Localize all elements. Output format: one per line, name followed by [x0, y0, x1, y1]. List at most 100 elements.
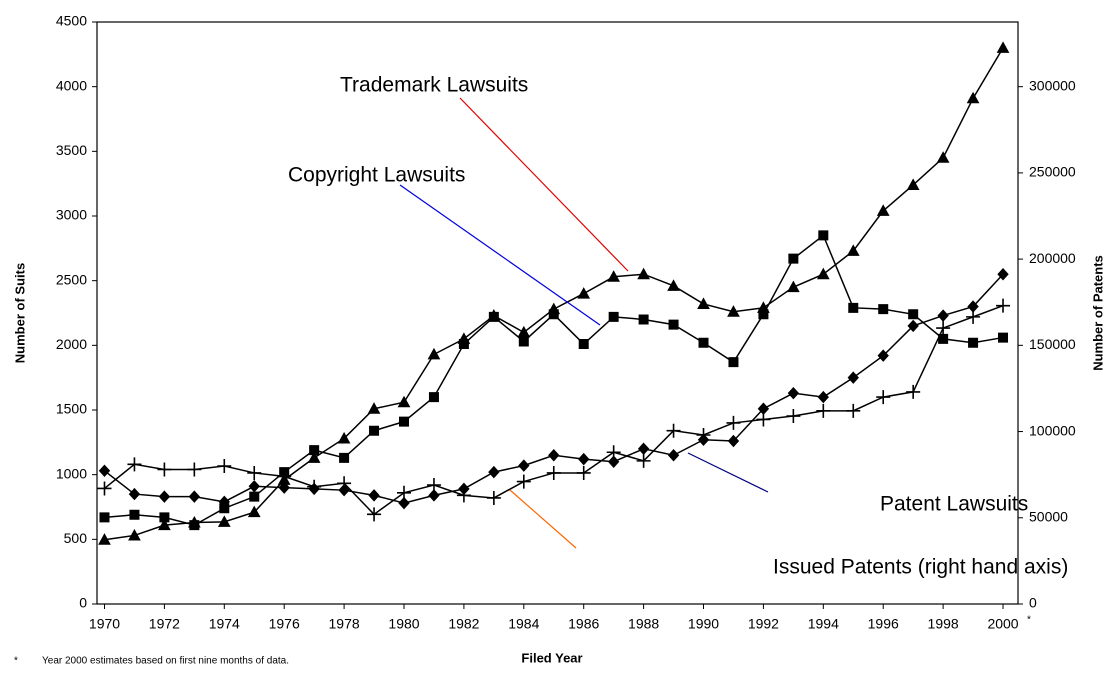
data-point	[577, 287, 591, 299]
data-point	[607, 455, 620, 468]
y2-tick-label: 0	[1029, 595, 1037, 611]
series-line	[104, 304, 1004, 516]
data-point	[367, 507, 382, 522]
series-line	[104, 234, 1004, 526]
data-point	[818, 230, 829, 241]
annotation-line	[687, 452, 769, 493]
data-point	[878, 304, 889, 315]
data-point	[517, 325, 531, 338]
data-point	[876, 390, 891, 405]
data-point	[339, 452, 350, 463]
data-point	[578, 452, 590, 466]
data-point	[637, 442, 650, 456]
series-label: Copyright Lawsuits	[288, 164, 465, 187]
data-point	[428, 489, 440, 502]
y-tick-label: 2500	[56, 271, 87, 287]
data-point	[278, 481, 290, 494]
data-point	[397, 485, 411, 500]
data-point	[456, 488, 471, 503]
x-tick-label: 1990	[688, 616, 719, 632]
data-point	[217, 515, 231, 527]
data-point	[698, 337, 709, 348]
data-point	[129, 509, 140, 520]
series-label: Issued Patents (right hand axis)	[773, 556, 1068, 579]
x-tick-label: 1984	[508, 616, 539, 632]
data-point	[668, 319, 679, 330]
x-tick-label: 1996	[868, 616, 899, 632]
data-point	[247, 505, 261, 518]
data-point	[548, 449, 560, 462]
x-tick-label: 1982	[448, 616, 479, 632]
y-tick-label: 500	[64, 530, 88, 546]
data-point	[427, 347, 441, 360]
data-point	[97, 481, 112, 496]
x-tick-label: 1988	[628, 616, 659, 632]
data-point	[607, 270, 621, 282]
data-point	[756, 412, 771, 427]
data-point	[307, 479, 322, 494]
y2-tick-label: 150000	[1029, 336, 1076, 352]
data-point	[786, 409, 801, 424]
data-point	[968, 337, 979, 348]
data-point	[816, 267, 830, 280]
data-point	[249, 491, 260, 502]
x-tick-label: 1994	[808, 616, 839, 632]
footnote-marker: *	[1027, 615, 1031, 626]
data-point	[217, 459, 232, 474]
data-point	[398, 496, 410, 510]
y2-tick-label: 200000	[1029, 250, 1076, 266]
data-point	[787, 280, 800, 293]
data-point	[608, 311, 619, 322]
data-point	[309, 445, 320, 456]
data-point	[128, 528, 141, 541]
plot-frame	[96, 21, 1019, 605]
data-point	[638, 314, 649, 325]
data-point	[936, 151, 950, 163]
data-point	[727, 305, 740, 317]
data-point	[907, 319, 919, 333]
data-point	[397, 395, 411, 408]
data-point	[488, 311, 499, 322]
data-point	[576, 465, 591, 480]
data-point	[877, 349, 889, 362]
x-tick-label: 1998	[928, 616, 959, 632]
data-point	[848, 302, 859, 313]
data-point	[158, 490, 171, 503]
data-point	[488, 465, 500, 479]
x-tick-label: 1992	[748, 616, 779, 632]
data-point	[369, 425, 380, 436]
data-point	[337, 431, 351, 444]
data-point	[99, 512, 110, 523]
data-point	[428, 392, 439, 403]
data-point	[187, 462, 202, 477]
data-point	[787, 386, 800, 400]
y-tick-label: 0	[79, 595, 87, 611]
x-tick-label: 1976	[269, 616, 300, 632]
footnote-marker: *	[14, 656, 18, 667]
y2-axis-label: Number of Patents	[1090, 255, 1105, 371]
data-point	[726, 415, 741, 430]
data-point	[728, 357, 739, 368]
data-point	[188, 490, 201, 503]
data-point	[846, 403, 861, 418]
data-point	[846, 244, 860, 256]
x-tick-label: 1972	[149, 616, 180, 632]
data-point	[546, 465, 561, 480]
data-point	[667, 449, 680, 462]
data-point	[817, 390, 829, 404]
data-point	[788, 253, 799, 264]
y-tick-label: 1000	[56, 465, 87, 481]
data-point	[966, 309, 981, 324]
x-axis-label: Filed Year	[521, 650, 582, 665]
data-point	[518, 459, 530, 472]
data-point	[847, 371, 859, 384]
data-point	[996, 298, 1011, 313]
data-point	[998, 332, 1009, 343]
y-axis-label: Number of Suits	[12, 263, 27, 363]
data-point	[458, 339, 469, 350]
data-point	[606, 445, 621, 460]
y-tick-label: 3000	[56, 207, 87, 223]
data-point	[667, 279, 680, 291]
y2-tick-label: 300000	[1029, 77, 1076, 93]
